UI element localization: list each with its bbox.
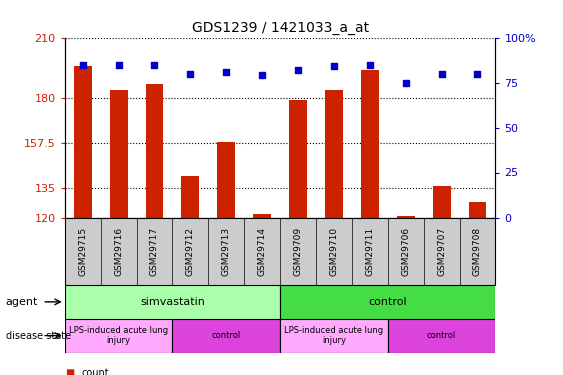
Title: GDS1239 / 1421033_a_at: GDS1239 / 1421033_a_at <box>191 21 369 35</box>
Bar <box>388 319 495 352</box>
Text: count: count <box>82 368 109 375</box>
Point <box>473 70 482 76</box>
Bar <box>280 285 495 319</box>
Point <box>293 67 302 73</box>
Point <box>150 62 159 68</box>
Bar <box>181 176 199 217</box>
Point <box>365 62 374 68</box>
Bar <box>217 141 235 218</box>
Bar <box>110 90 128 218</box>
Bar <box>172 319 280 352</box>
Point <box>437 70 446 76</box>
Point <box>222 69 231 75</box>
Text: disease state: disease state <box>6 331 71 340</box>
Text: GSM29717: GSM29717 <box>150 226 159 276</box>
Text: GSM29711: GSM29711 <box>365 226 374 276</box>
Text: LPS-induced acute lung
injury: LPS-induced acute lung injury <box>284 326 383 345</box>
Bar <box>397 216 415 217</box>
Point <box>329 63 338 69</box>
Text: GSM29708: GSM29708 <box>473 226 482 276</box>
Text: agent: agent <box>6 297 38 307</box>
Text: GSM29710: GSM29710 <box>329 226 338 276</box>
Bar <box>468 201 486 217</box>
Bar <box>280 319 388 352</box>
Point <box>186 70 195 76</box>
Text: control: control <box>427 331 456 340</box>
Bar <box>289 99 307 218</box>
Point <box>401 80 410 86</box>
Text: GSM29715: GSM29715 <box>78 226 87 276</box>
Text: GSM29712: GSM29712 <box>186 227 195 276</box>
Bar <box>432 186 450 218</box>
Point <box>78 62 87 68</box>
Text: GSM29714: GSM29714 <box>258 227 267 276</box>
Bar <box>65 285 280 319</box>
Text: simvastatin: simvastatin <box>140 297 205 307</box>
Bar <box>74 66 92 218</box>
Bar <box>325 90 343 218</box>
Bar <box>145 84 163 218</box>
Text: GSM29707: GSM29707 <box>437 226 446 276</box>
Text: GSM29713: GSM29713 <box>222 226 231 276</box>
Point <box>114 62 123 68</box>
Point <box>258 72 267 78</box>
Bar <box>361 69 379 218</box>
Text: GSM29709: GSM29709 <box>293 226 302 276</box>
Text: GSM29716: GSM29716 <box>114 226 123 276</box>
Text: control: control <box>368 297 407 307</box>
Bar <box>65 319 172 352</box>
Text: ■: ■ <box>65 368 74 375</box>
Text: control: control <box>212 331 241 340</box>
Text: GSM29706: GSM29706 <box>401 226 410 276</box>
Bar <box>253 213 271 217</box>
Text: LPS-induced acute lung
injury: LPS-induced acute lung injury <box>69 326 168 345</box>
